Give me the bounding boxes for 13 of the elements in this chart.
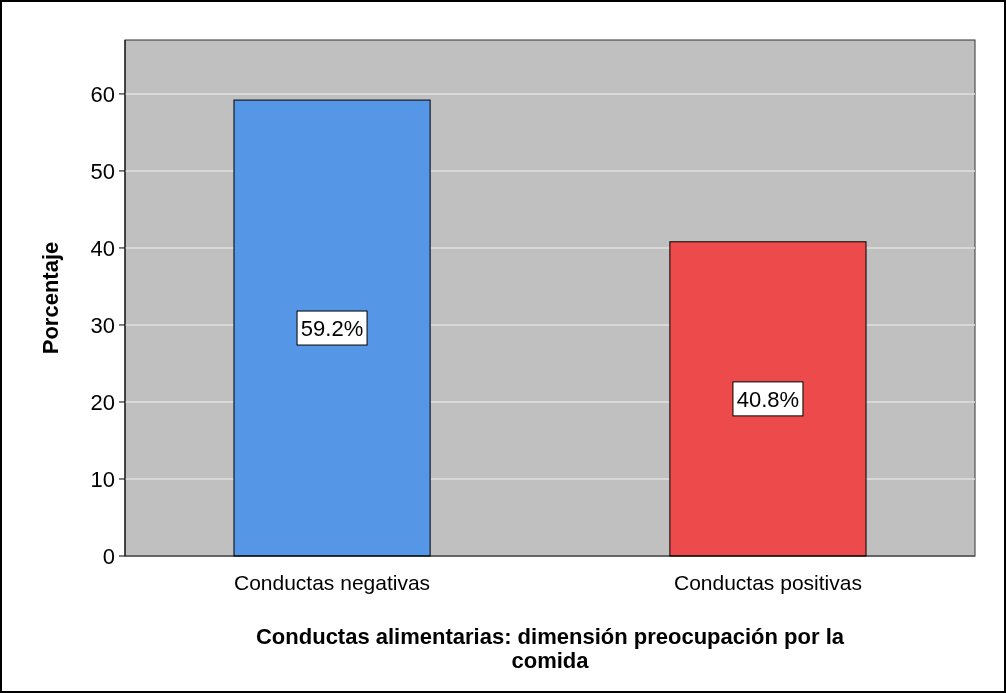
y-tick-label: 40: [90, 235, 115, 261]
y-tick-label: 60: [90, 81, 115, 107]
x-tick-label: Conductas negativas: [233, 571, 431, 594]
y-tick-label: 0: [102, 544, 115, 569]
data-label: 40.8%: [736, 386, 800, 412]
y-tick-label: 30: [90, 312, 115, 338]
y-tick-label: 20: [90, 389, 115, 415]
y-tick-label: 50: [90, 158, 115, 184]
y-axis-title: Porcentaje: [38, 241, 63, 355]
x-tick-label: Conductas positivas: [673, 571, 862, 594]
x-axis-title: Conductas alimentarias: dimensión preocupación por la comida: [255, 624, 845, 673]
y-tick-label: 10: [90, 466, 115, 492]
data-label: 59.2%: [300, 316, 364, 342]
